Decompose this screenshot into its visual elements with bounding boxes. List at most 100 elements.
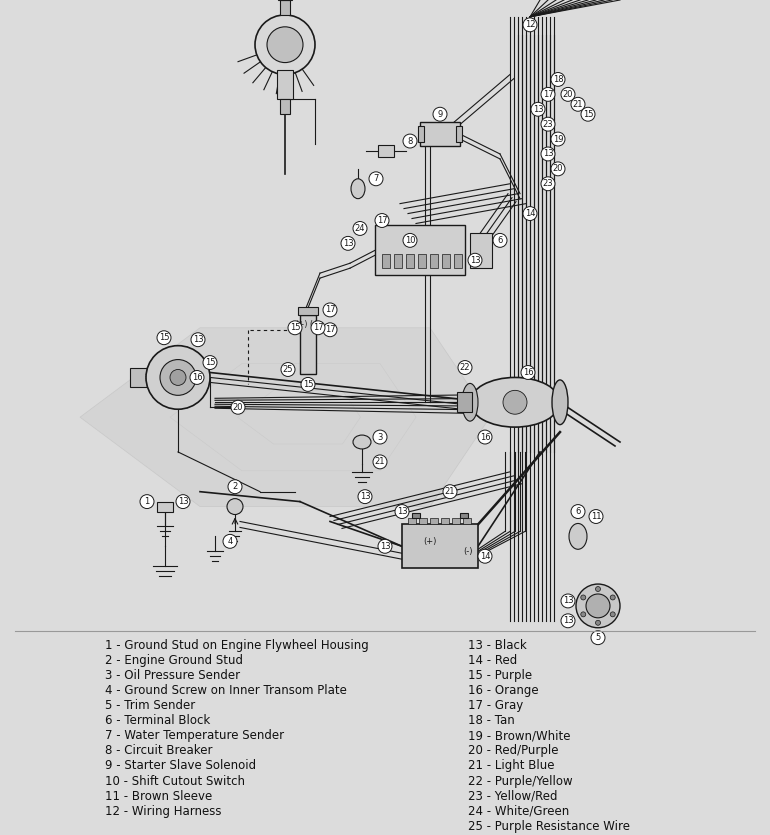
- Text: 13: 13: [343, 239, 353, 248]
- Circle shape: [586, 594, 610, 618]
- Bar: [412, 513, 420, 519]
- Text: 21: 21: [375, 458, 385, 467]
- Bar: [280, 0, 290, 15]
- Circle shape: [176, 494, 190, 509]
- Text: 24 - White/Green: 24 - White/Green: [468, 805, 569, 817]
- Text: 3 - Oil Pressure Sender: 3 - Oil Pressure Sender: [105, 669, 240, 682]
- Bar: [130, 367, 148, 387]
- Bar: [406, 255, 414, 268]
- Circle shape: [561, 614, 575, 628]
- Text: 22 - Purple/Yellow: 22 - Purple/Yellow: [468, 775, 573, 787]
- Circle shape: [610, 595, 615, 600]
- Text: 13: 13: [192, 335, 203, 344]
- Circle shape: [403, 134, 417, 148]
- Text: 15: 15: [303, 380, 313, 389]
- Text: 21 - Light Blue: 21 - Light Blue: [468, 760, 554, 772]
- Text: 14: 14: [524, 209, 535, 218]
- Text: 13: 13: [178, 497, 189, 506]
- Bar: [420, 122, 460, 146]
- Bar: [382, 255, 390, 268]
- Bar: [430, 519, 438, 524]
- Text: 1 - Ground Stud on Engine Flywheel Housing: 1 - Ground Stud on Engine Flywheel Housi…: [105, 639, 369, 651]
- Text: 21: 21: [445, 487, 455, 496]
- Bar: [298, 307, 318, 315]
- Text: 24: 24: [355, 224, 365, 233]
- Ellipse shape: [552, 380, 568, 425]
- Text: (+): (+): [296, 321, 308, 329]
- Circle shape: [140, 494, 154, 509]
- Bar: [408, 519, 416, 524]
- Text: (-): (-): [464, 547, 473, 556]
- Circle shape: [581, 595, 586, 600]
- Text: 19: 19: [553, 134, 563, 144]
- Circle shape: [541, 147, 555, 161]
- Bar: [460, 513, 468, 519]
- Text: 15: 15: [583, 109, 593, 119]
- Bar: [454, 255, 462, 268]
- Circle shape: [468, 253, 482, 267]
- Text: 6: 6: [575, 507, 581, 516]
- Circle shape: [160, 360, 196, 395]
- Bar: [394, 255, 402, 268]
- Circle shape: [571, 98, 585, 111]
- Text: 23: 23: [543, 180, 554, 188]
- Text: 16 - Orange: 16 - Orange: [468, 684, 539, 697]
- Text: 18 - Tan: 18 - Tan: [468, 714, 515, 727]
- Circle shape: [373, 430, 387, 444]
- Text: 2 - Engine Ground Stud: 2 - Engine Ground Stud: [105, 654, 243, 667]
- Circle shape: [203, 356, 217, 370]
- Circle shape: [443, 485, 457, 498]
- Circle shape: [378, 539, 392, 554]
- Bar: [441, 519, 449, 524]
- Text: 17: 17: [543, 90, 554, 99]
- Text: 12 - Wiring Harness: 12 - Wiring Harness: [105, 805, 222, 817]
- Text: 13: 13: [563, 596, 574, 605]
- Text: 3: 3: [377, 433, 383, 442]
- Circle shape: [267, 27, 303, 63]
- Text: 17: 17: [325, 306, 335, 315]
- Bar: [463, 519, 471, 524]
- Circle shape: [503, 390, 527, 414]
- Circle shape: [170, 370, 186, 386]
- Bar: [456, 126, 462, 142]
- Text: 15 - Purple: 15 - Purple: [468, 669, 532, 682]
- Circle shape: [523, 206, 537, 220]
- Text: 13: 13: [397, 507, 407, 516]
- Bar: [418, 126, 424, 142]
- Circle shape: [223, 534, 237, 549]
- Ellipse shape: [470, 377, 560, 428]
- Text: 18: 18: [553, 75, 564, 84]
- Bar: [457, 392, 472, 412]
- Text: 13: 13: [380, 542, 390, 551]
- Text: 19 - Brown/White: 19 - Brown/White: [468, 729, 571, 742]
- Circle shape: [228, 480, 242, 493]
- Circle shape: [591, 630, 605, 645]
- Text: 4: 4: [227, 537, 233, 546]
- Circle shape: [541, 177, 555, 190]
- Bar: [402, 524, 478, 568]
- Bar: [378, 145, 394, 157]
- Text: 5: 5: [595, 633, 601, 642]
- Circle shape: [433, 107, 447, 121]
- Text: (+): (+): [424, 537, 437, 546]
- Text: 9: 9: [437, 109, 443, 119]
- Bar: [280, 99, 290, 114]
- Circle shape: [458, 361, 472, 374]
- Circle shape: [551, 73, 565, 86]
- Circle shape: [281, 362, 295, 377]
- Circle shape: [358, 489, 372, 504]
- Ellipse shape: [351, 179, 365, 199]
- Text: 14 - Red: 14 - Red: [468, 654, 517, 667]
- Text: 20: 20: [563, 90, 573, 99]
- Circle shape: [523, 18, 537, 32]
- Polygon shape: [80, 328, 490, 507]
- Text: 22: 22: [460, 363, 470, 372]
- Circle shape: [541, 88, 555, 101]
- Text: 13 - Black: 13 - Black: [468, 639, 527, 651]
- Text: 4 - Ground Screw on Inner Transom Plate: 4 - Ground Screw on Inner Transom Plate: [105, 684, 346, 697]
- Circle shape: [589, 509, 603, 524]
- Circle shape: [531, 103, 545, 116]
- Circle shape: [255, 15, 315, 74]
- Circle shape: [595, 586, 601, 591]
- Text: 14: 14: [480, 552, 490, 561]
